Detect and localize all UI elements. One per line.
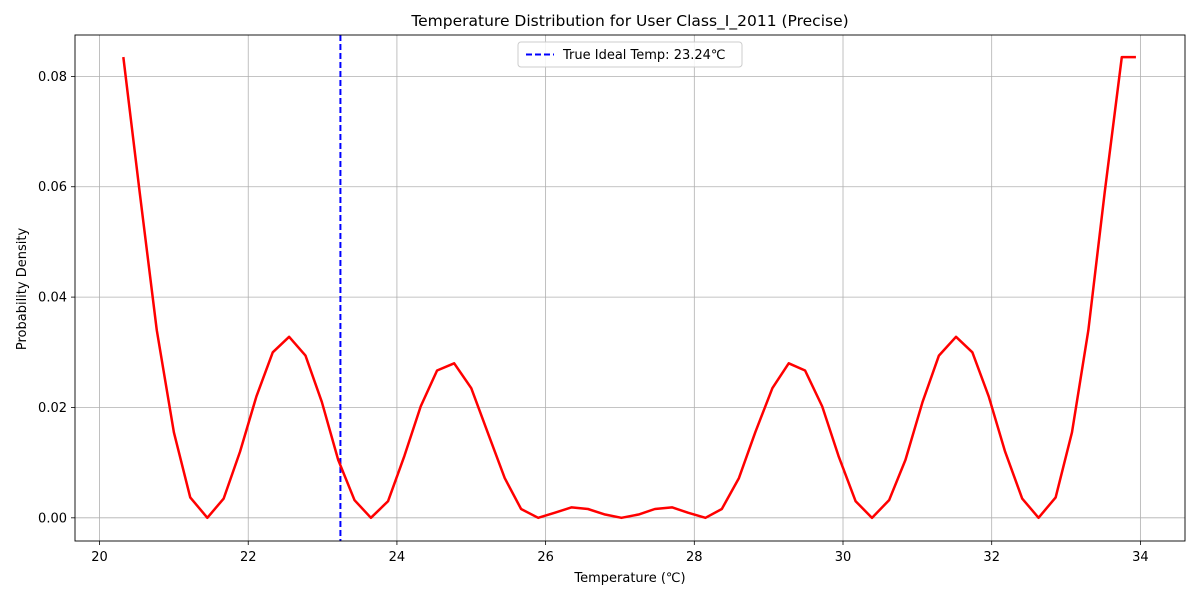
x-axis-label: Temperature (℃)	[573, 571, 685, 586]
x-tick-label: 22	[240, 550, 257, 565]
series-layer	[122, 55, 1136, 520]
tick-labels: 20 22 24 26 28 30 32 34 0.00 0.02 0.04 0.06 0.08	[38, 70, 1149, 565]
grid	[75, 35, 1185, 541]
axes	[71, 34, 1186, 545]
x-tick-label: 32	[983, 550, 1000, 565]
x-tick-label: 26	[537, 550, 554, 565]
chart-title: Temperature Distribution for User Class_…	[410, 12, 848, 31]
plot-frame	[74, 34, 1186, 542]
legend-entry-label: True Ideal Temp: 23.24℃	[562, 48, 726, 63]
x-tick-label: 30	[835, 550, 852, 565]
x-tick-label: 20	[91, 550, 108, 565]
y-tick-label: 0.06	[38, 180, 67, 195]
y-tick-label: 0.00	[38, 511, 67, 526]
y-tick-label: 0.02	[38, 401, 67, 416]
y-tick-label: 0.08	[38, 70, 67, 85]
y-axis-label: Probability Density	[15, 228, 30, 351]
legend-box	[517, 41, 743, 68]
x-tick-label: 24	[389, 550, 406, 565]
y-tick-label: 0.04	[38, 291, 67, 306]
x-tick-label: 28	[686, 550, 703, 565]
density-curve	[122, 55, 1136, 520]
x-tick-label: 34	[1132, 550, 1149, 565]
legend: True Ideal Temp: 23.24℃	[517, 41, 743, 68]
